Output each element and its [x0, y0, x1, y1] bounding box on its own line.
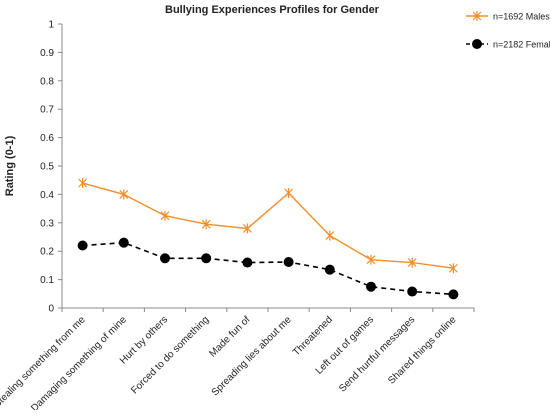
data-point — [407, 286, 418, 297]
data-point — [242, 257, 253, 268]
data-point — [160, 210, 170, 221]
y-tick-label: 0.9 — [40, 48, 54, 59]
data-point — [201, 253, 212, 264]
data-point — [472, 11, 482, 21]
y-tick-label: 0.6 — [40, 133, 54, 144]
y-tick-label: 0.5 — [40, 162, 54, 173]
y-tick-label: 0.7 — [40, 105, 54, 116]
y-axis-label: Rating (0-1) — [4, 135, 16, 196]
series-0 — [78, 178, 458, 274]
y-tick-label: 0 — [48, 304, 54, 315]
data-point — [324, 264, 335, 275]
x-tick-label: Spreading lies about me — [210, 314, 294, 398]
data-point — [77, 240, 88, 251]
legend-label: n=2182 Females — [493, 40, 550, 50]
data-point — [366, 281, 376, 292]
data-point — [160, 253, 170, 264]
data-point — [283, 256, 294, 267]
data-point — [472, 39, 482, 49]
data-point — [448, 289, 459, 300]
data-point — [118, 237, 129, 248]
y-tick-label: 0.4 — [40, 190, 54, 201]
series-layer — [77, 178, 459, 300]
x-tick-label: Send hurtful messages — [337, 314, 417, 394]
y-tick-label: 0.3 — [40, 218, 54, 229]
y-tick-label: 0.2 — [40, 247, 54, 258]
series-1 — [77, 237, 459, 300]
y-tick-label: 0.1 — [40, 275, 54, 286]
chart-title: Bullying Experiences Profiles for Gender — [165, 4, 380, 16]
x-tick-label: Made fun of — [207, 314, 252, 359]
x-tick-label: Forced to do something — [129, 314, 211, 396]
x-tick-label: Threatened — [291, 314, 335, 358]
y-tick-label: 1 — [48, 20, 54, 31]
data-point — [407, 257, 417, 268]
legend: n=1692 Males n=2182 Females — [466, 11, 550, 50]
legend-item: n=1692 Males — [466, 11, 550, 22]
data-point — [78, 178, 88, 189]
y-tick-label: 0.8 — [40, 76, 54, 87]
data-point — [325, 230, 335, 241]
series-line — [82, 241, 454, 296]
y-ticks: 0 0.1 0.2 0.3 0.4 0.5 0.6 0.7 0.8 0.9 1 — [40, 20, 62, 315]
data-point — [201, 219, 211, 230]
data-point — [366, 254, 376, 265]
data-point — [448, 263, 458, 274]
legend-label: n=1692 Males — [493, 12, 550, 22]
data-point — [119, 189, 129, 200]
data-point — [284, 187, 294, 198]
series-line — [82, 182, 454, 269]
legend-item: n=2182 Females — [466, 39, 550, 50]
data-point — [242, 223, 252, 234]
x-tick-label: Shared things online — [386, 314, 459, 387]
